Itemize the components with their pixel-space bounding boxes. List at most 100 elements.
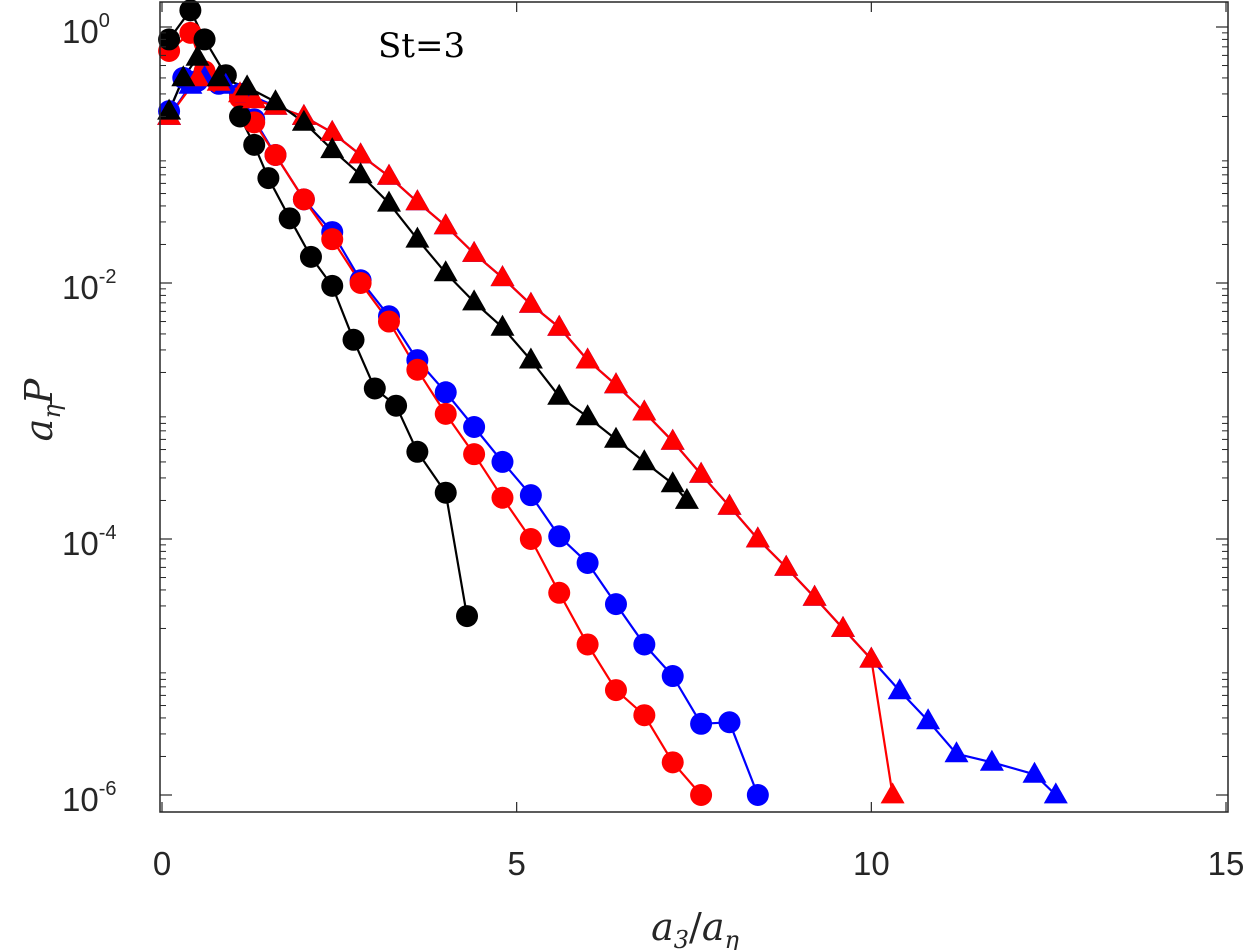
black-circles-point [434,481,457,504]
blue-triangles-point [916,708,941,730]
red-triangles-point [745,526,770,548]
red-triangles-point [575,347,600,369]
black-triangles-point [206,65,231,87]
y-tick-label: 10-6 [62,778,117,818]
blue-circles-point [434,381,457,404]
red-triangles-point [604,372,628,394]
blue-circles-point [576,551,599,574]
axes-box [159,1,1229,813]
red-triangles-point [547,314,572,336]
black-circles-point [321,274,344,297]
black-circles-point [299,245,322,268]
red-circles-point [690,784,713,806]
blue-triangles-point [887,678,912,700]
black-circles-point [363,377,386,400]
red-circles-point [292,188,315,211]
blue-circles-point [746,784,769,806]
x-tick-label: 0 [153,845,171,882]
red-triangles-point [880,782,905,804]
black-circles-point [193,28,216,51]
red-triangles-point [405,189,430,211]
black-triangles-point [547,383,572,405]
black-circles-point [406,440,429,463]
black-circles-point [342,328,365,351]
blue-circles-point [491,450,514,473]
series-layer [157,0,1068,806]
black-triangles-point [674,487,699,509]
red-triangles-line [168,76,894,796]
red-circles-point [519,528,542,550]
x-tick-label: 15 [1208,845,1245,882]
red-circles-point [604,679,627,702]
black-triangles-point [405,226,430,248]
x-axis-label: a3/aη [651,905,739,950]
red-triangles-point [717,493,742,515]
plot-area [160,2,1228,812]
black-circles-point [243,133,266,156]
red-circles-point [377,310,400,333]
blue-circles-point [661,665,684,688]
st-annotation: St=3 [378,26,465,66]
black-triangles-point [235,74,260,96]
blue-circles-point [519,484,542,507]
black-triangles-point [575,404,600,426]
red-circles-point [406,358,429,381]
red-circles-point [349,272,372,294]
red-circles-point [463,443,486,466]
black-circles-point [456,605,479,628]
red-triangles-point [320,119,345,141]
blue-circles-point [633,633,656,656]
series-markers [157,0,1068,806]
blue-triangles-point [1043,782,1068,804]
blue-circles-point [604,593,627,616]
black-triangles-point [157,98,182,120]
black-circles-point [257,167,280,190]
red-triangles-point [774,554,799,576]
ticks-layer: 0 5 10 15 10-6 10-4 10-2 100 [62,2,1244,882]
red-triangles-point [689,461,714,483]
red-circles-point [264,144,287,166]
black-triangles-point [320,137,345,159]
red-triangles-point [490,265,515,287]
red-triangles-point [348,142,373,164]
red-triangles-point [242,87,267,109]
black-triangles-point [377,190,401,212]
black-triangles-point [632,449,657,471]
red-triangles-point [433,213,458,235]
red-triangles-point [518,291,543,313]
y-axis-label: aηP [17,377,66,441]
blue-circles-point [690,712,713,735]
y-tick-label: 100 [62,10,110,50]
black-circles-point [278,207,301,230]
blue-triangles-point [979,749,1004,771]
x-tick-label: 5 [507,845,525,882]
black-triangles-point [291,109,316,131]
red-triangles-point [802,584,827,606]
red-triangles-point [660,428,685,450]
black-triangles-point [433,260,458,282]
blue-circles-point [548,525,571,548]
x-tick-label: 10 [853,845,890,882]
red-circles-point [434,402,457,425]
black-circles-line [168,9,469,617]
red-circles-point [491,486,514,509]
black-triangles-point [490,314,515,336]
black-triangles-point [660,471,685,493]
red-triangles-point [859,646,884,668]
blue-triangles-point [1022,761,1047,783]
black-circles-point [385,394,408,417]
blue-circles-point [463,415,486,438]
red-triangles-point [831,615,855,637]
black-triangles-point [185,44,210,66]
y-tick-label: 10-4 [62,522,117,562]
black-triangles-point [171,65,196,87]
red-triangles-point [462,240,487,262]
red-circles-point [321,228,344,251]
red-circles-point [633,704,656,727]
red-triangles-point [632,399,657,421]
black-triangles-point [518,347,543,369]
black-triangles-point [263,89,288,111]
red-triangles-point [377,163,401,185]
y-tick-label: 10-2 [62,266,117,306]
